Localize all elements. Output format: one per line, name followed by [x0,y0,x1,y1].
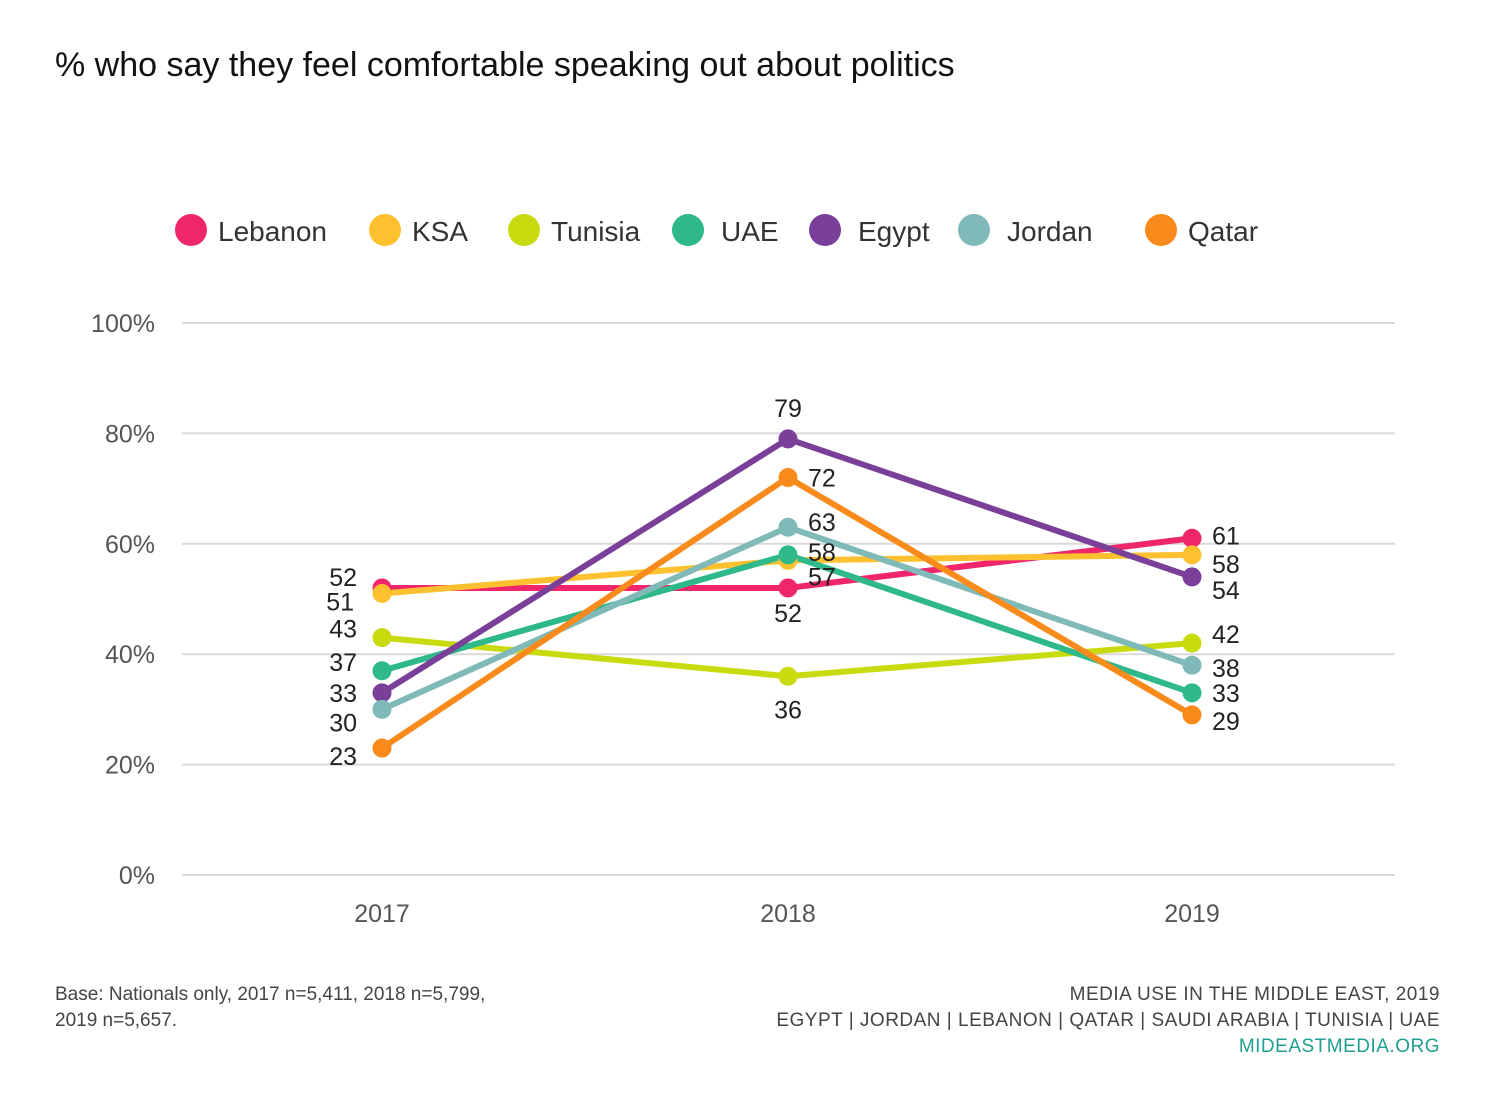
data-point [778,517,798,537]
data-label: 30 [329,709,357,737]
base-note-line-1: Base: Nationals only, 2017 n=5,411, 2018… [55,984,486,1005]
data-label: 57 [808,563,836,591]
legend-item: KSA [369,214,468,247]
data-label: 37 [329,649,357,677]
data-label: 63 [808,509,836,537]
data-point [778,666,798,686]
legend-item: Jordan [958,214,1093,247]
x-axis-ticks: 2017 2018 2019 [354,900,1220,928]
base-note-line-2: 2019 n=5,657. [55,1010,178,1031]
legend-swatch [672,214,704,246]
y-tick-label: 0% [119,862,155,890]
legend-label: KSA [412,216,468,247]
x-tick-label: 2017 [354,900,410,928]
data-point [1182,567,1202,587]
legend: Lebanon KSA Tunisia UAE Egypt Jordan Qatar [175,214,1258,247]
data-label: 42 [1212,621,1240,649]
data-point [372,738,392,758]
data-label: 58 [808,539,836,567]
data-label: 52 [774,600,802,628]
y-tick-label: 60% [105,531,155,559]
data-point [1182,633,1202,653]
data-label: 29 [1212,708,1240,736]
data-point [1182,528,1202,548]
data-label: 38 [1212,655,1240,683]
legend-item: Egypt [809,214,930,247]
legend-swatch [958,214,990,246]
y-tick-label: 20% [105,752,155,780]
data-label: 54 [1212,577,1240,605]
legend-swatch [175,214,207,246]
website-link[interactable]: MIDEASTMEDIA.ORG [1238,1036,1440,1057]
y-axis-ticks: 0% 20% 40% 60% 80% 100% [91,310,155,890]
data-point [1182,683,1202,703]
legend-label: Egypt [858,216,930,247]
data-point [778,429,798,449]
x-tick-label: 2019 [1164,900,1220,928]
data-label: 33 [1212,680,1240,708]
legend-item: Qatar [1145,214,1258,247]
legend-label: Qatar [1188,216,1258,247]
legend-label: UAE [721,216,779,247]
data-label: 52 [329,564,357,592]
data-label: 51 [326,588,354,616]
legend-label: Lebanon [218,216,327,247]
data-point [778,545,798,565]
data-point [372,628,392,648]
data-label: 72 [808,465,836,493]
data-point [1182,545,1202,565]
data-point [1182,655,1202,675]
legend-swatch [508,214,540,246]
source-line-2: EGYPT | JORDAN | LEBANON | QATAR | SAUDI… [776,1010,1440,1031]
chart-title: % who say they feel comfortable speaking… [55,46,955,84]
legend-swatch [1145,214,1177,246]
data-label: 79 [774,395,802,423]
data-point [372,661,392,681]
legend-item: UAE [672,214,779,247]
legend-label: Jordan [1007,216,1093,247]
data-label: 58 [1212,551,1240,579]
series-points [372,429,1202,758]
source-note: MEDIA USE IN THE MIDDLE EAST, 2019 EGYPT… [776,982,1440,1060]
legend-label: Tunisia [551,216,641,247]
data-label: 43 [329,616,357,644]
data-label: 36 [774,696,802,724]
data-label: 33 [329,680,357,708]
base-note: Base: Nationals only, 2017 n=5,411, 2018… [55,982,615,1034]
source-line-1: MEDIA USE IN THE MIDDLE EAST, 2019 [1069,984,1440,1005]
y-tick-label: 80% [105,420,155,448]
legend-item: Tunisia [508,214,641,247]
data-point [778,468,798,488]
data-point [1182,705,1202,725]
data-point [372,699,392,719]
legend-swatch [809,214,841,246]
data-label: 61 [1212,522,1240,550]
data-point [778,578,798,598]
y-tick-label: 40% [105,641,155,669]
legend-swatch [369,214,401,246]
data-label: 23 [329,743,357,771]
grid-lines [182,322,1395,876]
data-point [372,683,392,703]
legend-item: Lebanon [175,214,327,247]
x-tick-label: 2018 [760,900,816,928]
line-chart: 0% 20% 40% 60% 80% 100% 2017 2018 2019 Lebanon K… [91,214,1395,928]
y-tick-label: 100% [91,310,155,338]
data-point [372,583,392,603]
